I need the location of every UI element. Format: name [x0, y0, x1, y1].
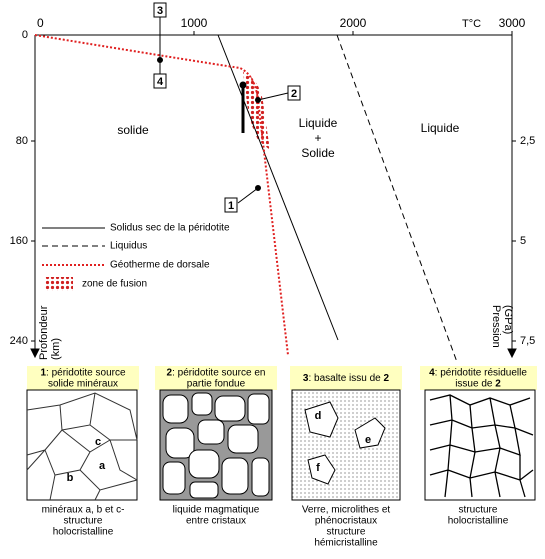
region-label: Liquide: [299, 116, 338, 130]
region-label: Solide: [301, 146, 335, 160]
panel-title: partie fondue: [187, 378, 246, 389]
panel-caption: hémicristalline: [314, 538, 378, 549]
top-tick-label: 3000: [499, 16, 526, 30]
left-tick-label: 160: [10, 235, 28, 247]
marker-label: 2: [291, 88, 297, 100]
panel-caption: holocristalline: [448, 516, 509, 527]
axes: [30, 31, 517, 359]
left-tick-label: 80: [16, 135, 28, 147]
title-part: 1: [40, 367, 46, 378]
grain-label: d: [315, 410, 322, 422]
panel-caption: Verre, microlithes et: [302, 505, 391, 516]
panel-caption: structure: [327, 527, 366, 538]
panel-caption: holocristalline: [53, 527, 114, 538]
right-tick-label: 2,5: [520, 135, 535, 147]
left-axis-label: Profondeur: [38, 305, 50, 360]
grain-label: e: [365, 434, 371, 446]
title-part: 3: [303, 373, 309, 384]
region-label: solide: [117, 123, 149, 137]
top-tick-label: 1000: [181, 16, 208, 30]
panel-title: 3: basalte issu de 2: [303, 373, 390, 384]
left-tick-label: 0: [22, 29, 28, 41]
marker-label: 4: [157, 76, 164, 88]
melting-zone: [243, 72, 270, 150]
panel-title: 2: péridotite source en: [167, 367, 266, 378]
title-part: : péridotite résiduelle: [435, 367, 528, 378]
title-part: 4: [429, 367, 435, 378]
region-label: +: [314, 131, 321, 145]
solidus: [217, 34, 339, 341]
title-part: 2: [384, 373, 390, 384]
title-part: : péridotite source en: [172, 367, 265, 378]
title-part: partie fondue: [187, 378, 246, 389]
top-tick-label: 2000: [340, 16, 367, 30]
panels: [26, 366, 537, 501]
right-axis-label: Pression: [490, 305, 502, 348]
grain-label: c: [95, 436, 101, 448]
grain-label: b: [67, 472, 74, 484]
marker-label: 1: [228, 200, 234, 212]
panel-caption: liquide magmatique: [173, 505, 260, 516]
marker-label: 3: [157, 5, 163, 17]
geotherm: [34, 34, 289, 356]
legend-label: Géotherme de dorsale: [110, 260, 210, 271]
right-tick-label: 5: [520, 235, 526, 247]
title-part: : péridotite source: [46, 367, 126, 378]
legend-symbols: [42, 227, 105, 291]
legend-label: Liquidus: [110, 241, 147, 252]
title-part: issue de: [455, 378, 495, 389]
panel-title: issue de 2: [455, 378, 501, 389]
panel-title: 4: péridotite résiduelle: [429, 367, 527, 378]
left-tick-label: 240: [10, 335, 28, 347]
panel-title: solide minéraux: [48, 378, 118, 389]
title-part: 2: [495, 378, 501, 389]
title-part: : basalte issu de: [308, 373, 383, 384]
title-part: solide minéraux: [48, 378, 118, 389]
panel-caption: phénocristaux: [315, 516, 377, 527]
top-tick-label: 0: [37, 16, 44, 30]
left-axis-label: (km): [50, 338, 62, 360]
title-part: 2: [167, 367, 173, 378]
panel-caption: structure: [459, 505, 498, 516]
legend-label: zone de fusion: [82, 279, 147, 290]
region-label: Liquide: [421, 121, 460, 135]
panel-caption: minéraux a, b et c-: [42, 505, 125, 516]
grain-label: f: [316, 462, 320, 474]
top-unit: T°C: [462, 18, 481, 30]
panel-caption: entre cristaux: [186, 516, 246, 527]
liquidus: [336, 34, 458, 363]
right-axis-label: (GPa): [502, 305, 514, 334]
markers: [153, 2, 301, 213]
grain-label: a: [99, 460, 106, 472]
legend-label: Solidus sec de la péridotite: [110, 223, 230, 234]
right-tick-label: 7,5: [520, 335, 535, 347]
panel-title: 1: péridotite source: [40, 367, 125, 378]
panel-caption: structure: [64, 516, 103, 527]
